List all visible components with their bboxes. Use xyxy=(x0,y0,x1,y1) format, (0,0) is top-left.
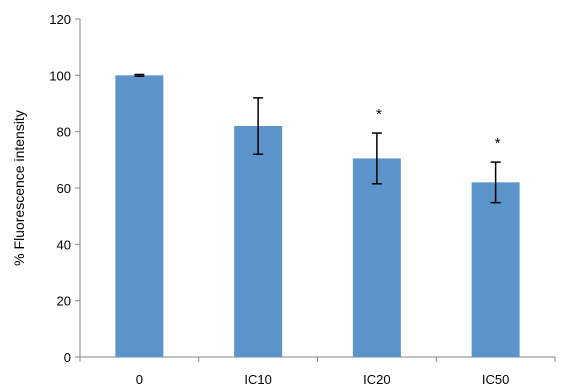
error-bars-group xyxy=(134,73,501,204)
y-tick-label: 40 xyxy=(57,237,71,252)
bar-ic10 xyxy=(234,126,283,358)
x-tick-label: IC10 xyxy=(244,372,271,387)
significance-star: * xyxy=(495,135,501,152)
x-tick-label: IC20 xyxy=(363,372,390,387)
bars-group xyxy=(115,75,520,358)
x-axis: 0 IC10 IC20 IC50 xyxy=(79,356,556,387)
bar-ic50 xyxy=(471,182,520,357)
y-axis-title: % Fluorescence intensity xyxy=(11,110,27,266)
y-axis: 0 20 40 60 80 100 120 xyxy=(49,12,81,365)
y-tick-label: 100 xyxy=(49,68,71,83)
significance-markers-group: ** xyxy=(376,106,501,152)
y-tick-label: 0 xyxy=(64,350,71,365)
y-axis-title-group: % Fluorescence intensity xyxy=(11,110,27,266)
y-tick-label: 120 xyxy=(49,12,71,27)
y-tick-label: 20 xyxy=(57,294,71,309)
bar-ic20 xyxy=(352,158,401,357)
y-tick-label: 60 xyxy=(57,181,71,196)
y-tick-label: 80 xyxy=(57,125,71,140)
bar-0 xyxy=(115,75,164,357)
significance-star: * xyxy=(376,106,382,123)
x-tick-label: 0 xyxy=(136,372,143,387)
x-tick-label: IC50 xyxy=(482,372,509,387)
